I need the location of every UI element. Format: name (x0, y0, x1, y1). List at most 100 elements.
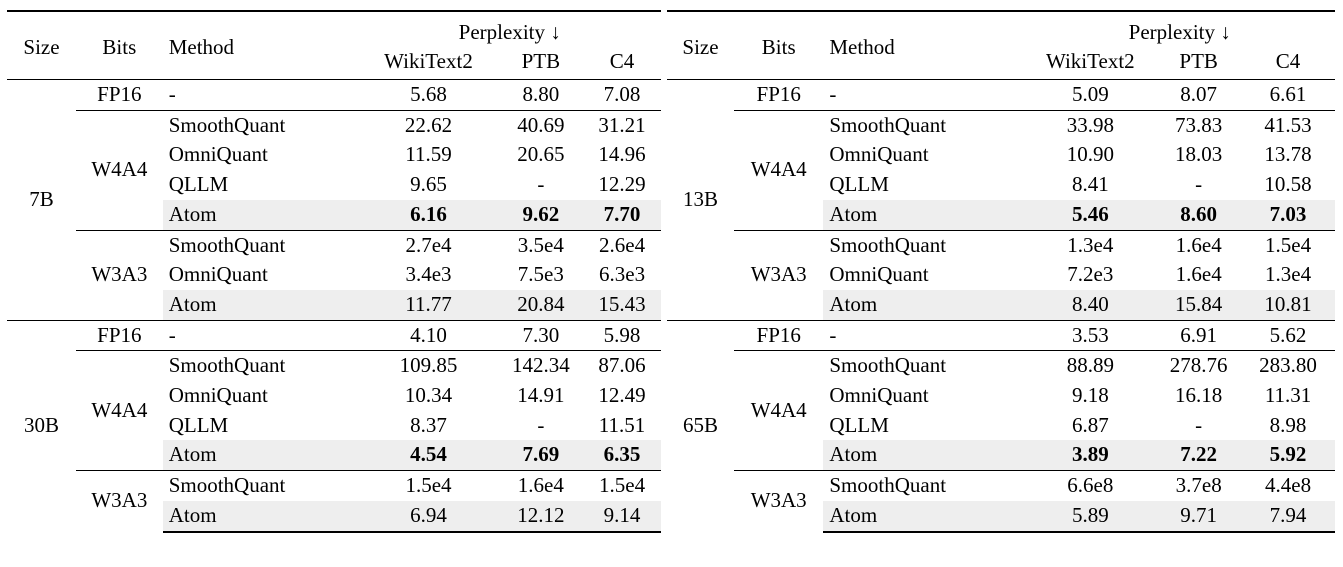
table-row: OmniQuant 10.90 18.03 13.78 (667, 140, 1335, 170)
bits-cell: W3A3 (75, 470, 163, 532)
method-cell: - (162, 79, 359, 111)
table-row: W4A4 SmoothQuant 33.98 73.83 41.53 (667, 109, 1335, 231)
c4-value: 7.94 (1241, 500, 1335, 533)
ptb-value: 7.30 (498, 319, 584, 351)
wikitext2-value: 9.18 (1071, 383, 1109, 408)
c4-value: 11.51 (598, 412, 646, 437)
table-row: OmniQuant 11.59 20.65 14.96 (7, 140, 661, 170)
ptb-value: - (537, 172, 545, 197)
c4-value: 1.5e4 (1241, 229, 1335, 261)
method-cell: QLLM (829, 412, 889, 437)
method-cell: Atom (162, 440, 359, 471)
bits-cell: W3A3 (734, 229, 824, 321)
c4-value: 2.6e4 (583, 229, 661, 261)
method-cell: SmoothQuant (823, 229, 1025, 261)
method-cell: QLLM (168, 412, 229, 437)
ptb-value: 142.34 (498, 350, 584, 382)
table-row: QLLM 8.37 - 11.51 (7, 411, 661, 441)
c4-value: 7.03 (1241, 199, 1335, 231)
header-perplexity: Perplexity ↓ (1024, 10, 1335, 49)
wikitext2-value: 8.37 (410, 412, 447, 437)
table-row: OmniQuant 9.18 16.18 11.31 (667, 381, 1335, 411)
c4-value: 5.92 (1241, 440, 1335, 471)
method-cell: SmoothQuant (162, 470, 359, 501)
wikitext2-value: 10.90 (1066, 142, 1114, 167)
ptb-value: 18.03 (1175, 142, 1223, 167)
wikitext2-value: 5.68 (358, 79, 499, 111)
c4-value: 5.98 (583, 319, 661, 351)
ptb-value: 40.69 (498, 109, 584, 141)
method-cell: SmoothQuant (823, 109, 1025, 141)
table-row: 13B FP16-5.09 8.07 6.61 (667, 79, 1335, 321)
header-bits: Bits (734, 10, 824, 80)
c4-value: 283.80 (1241, 350, 1335, 382)
c4-value: 10.58 (1264, 172, 1312, 197)
bits-cell: W4A4 (734, 109, 824, 231)
table-row: Atom 5.89 9.71 7.94 (667, 500, 1335, 533)
c4-value: 7.70 (583, 199, 661, 231)
wikitext2-value: 1.5e4 (358, 470, 499, 501)
header-bits: Bits (75, 10, 163, 80)
header-ptb: PTB (521, 49, 561, 73)
table-row: Atom 3.89 7.22 5.92 (667, 440, 1335, 471)
bits-cell: W3A3 (75, 229, 163, 321)
method-cell: OmniQuant (168, 383, 268, 408)
c4-value: 41.53 (1241, 109, 1335, 141)
bits-cell: FP16 (734, 79, 824, 111)
bits-cell: FP16 (75, 79, 163, 111)
wikitext2-value: 3.4e3 (405, 262, 452, 287)
size-cell: 13B (667, 79, 735, 321)
table-row: OmniQuant 10.34 14.91 12.49 (7, 381, 661, 411)
ptb-value: 12.12 (498, 500, 584, 533)
c4-value: 10.81 (1241, 289, 1335, 321)
bits-cell: W4A4 (75, 350, 163, 471)
c4-value: 87.06 (583, 350, 661, 382)
wikitext2-value: 6.87 (1071, 412, 1109, 437)
ptb-value: 16.18 (1175, 383, 1223, 408)
c4-value: 1.5e4 (583, 470, 661, 501)
header-c4: C4 (609, 49, 635, 73)
bits-cell: FP16 (734, 319, 824, 351)
table-row: 30B FP16-4.10 7.30 5.98 (7, 319, 661, 532)
wikitext2-value: 88.89 (1024, 350, 1157, 382)
table-row: W4A4 SmoothQuant 22.62 40.69 31.21 (7, 109, 661, 231)
method-cell: Atom (823, 440, 1025, 471)
table-row: W3A3 SmoothQuant 1.3e4 1.6e4 1.5e4 (667, 229, 1335, 321)
table-row: Atom 11.77 20.84 15.43 (7, 289, 661, 321)
size-cell: 65B (667, 319, 735, 532)
c4-value: 11.31 (1264, 383, 1312, 408)
table-row: QLLM 8.41 - 10.58 (667, 170, 1335, 200)
c4-value: 6.61 (1241, 79, 1335, 111)
wikitext2-value: 4.54 (358, 440, 499, 471)
wikitext2-value: 109.85 (358, 350, 499, 382)
wikitext2-value: 6.6e8 (1024, 470, 1157, 501)
ptb-value: 7.69 (498, 440, 584, 471)
ptb-value: 8.60 (1156, 199, 1242, 231)
method-cell: Atom (823, 500, 1025, 533)
size-cell: 30B (7, 319, 76, 532)
ptb-value: 3.5e4 (498, 229, 584, 261)
size-cell: 7B (7, 79, 76, 321)
wikitext2-value: 9.65 (410, 172, 447, 197)
method-cell: OmniQuant (829, 262, 929, 287)
header-method: Method (823, 10, 1025, 80)
method-cell: Atom (162, 199, 359, 231)
wikitext2-value: 5.89 (1024, 500, 1157, 533)
header-wikitext2: WikiText2 (384, 49, 473, 73)
bits-cell: FP16 (75, 319, 163, 351)
ptb-value: - (537, 412, 545, 437)
c4-value: 7.08 (583, 79, 661, 111)
ptb-value: - (1195, 172, 1203, 197)
method-cell: Atom (162, 289, 359, 321)
bits-cell: W4A4 (75, 109, 163, 231)
wikitext2-value: 6.16 (358, 199, 499, 231)
ptb-value: 3.7e8 (1156, 470, 1242, 501)
results-table-right: Size Bits Method Perplexity ↓ WikiText2 PTB C4… (667, 10, 1335, 533)
ptb-value: 73.83 (1156, 109, 1242, 141)
wikitext2-value: 10.34 (404, 383, 453, 408)
method-cell: Atom (162, 500, 359, 533)
header-method: Method (162, 10, 359, 80)
ptb-value: 7.22 (1156, 440, 1242, 471)
c4-value: 9.14 (583, 500, 661, 533)
method-cell: Atom (823, 289, 1025, 321)
